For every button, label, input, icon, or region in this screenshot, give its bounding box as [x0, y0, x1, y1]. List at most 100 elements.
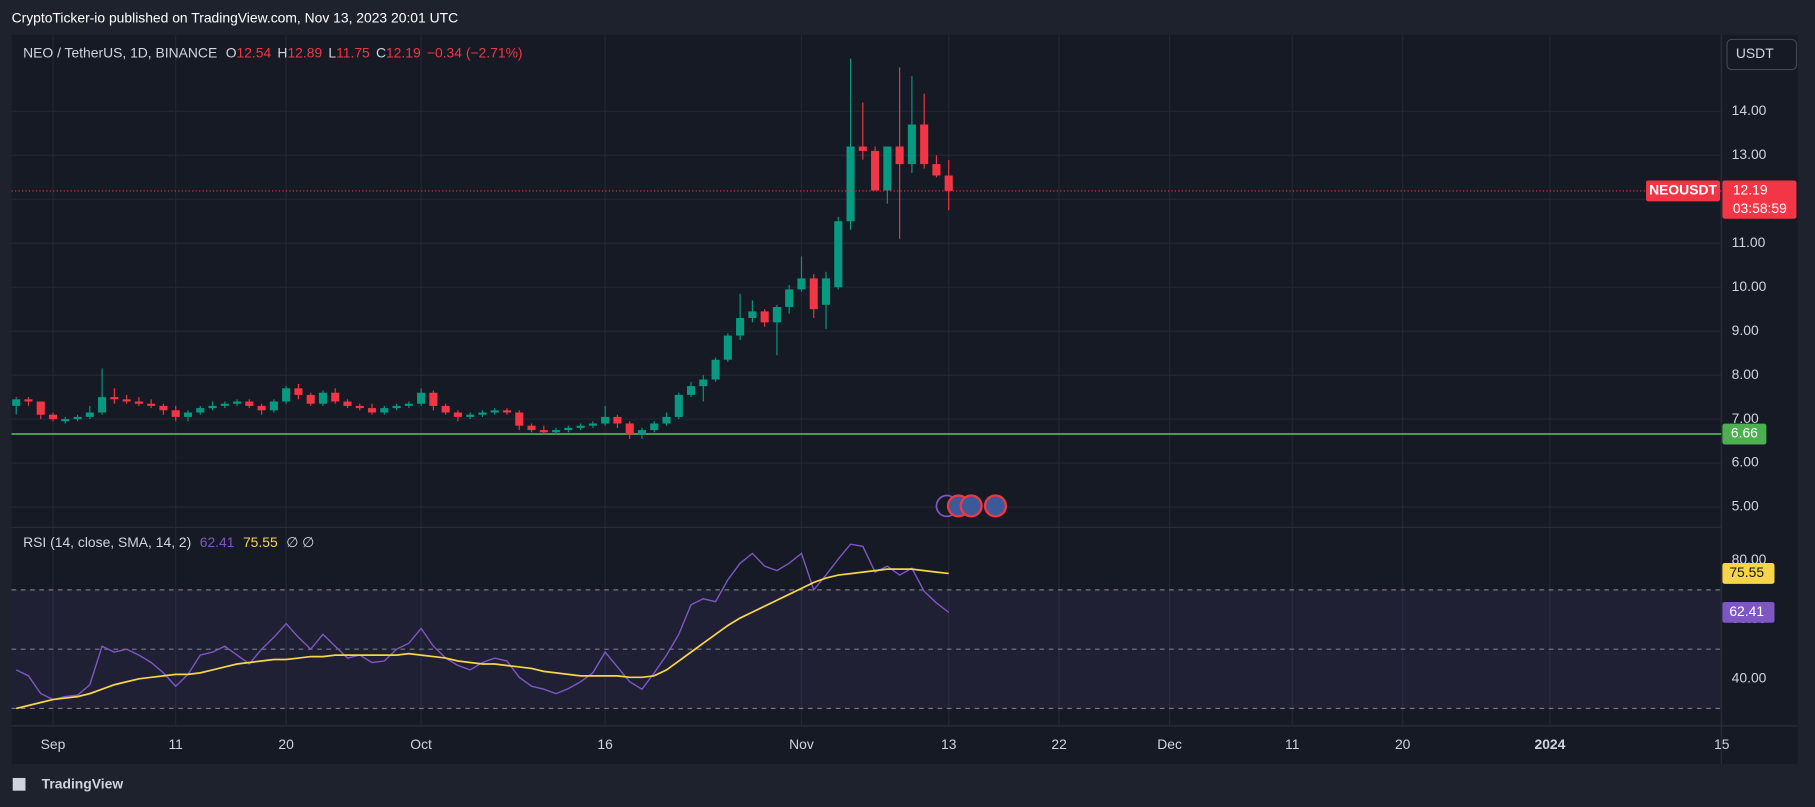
- candle-body: [736, 317, 745, 336]
- candle-body: [233, 401, 242, 404]
- candle-body: [625, 423, 634, 435]
- candle-body: [748, 311, 757, 318]
- candle-body: [159, 405, 168, 411]
- candle-body: [220, 403, 229, 406]
- candle-body: [932, 164, 941, 176]
- x-tick-label: Nov: [789, 736, 814, 752]
- ohlc-value: 11.75: [336, 44, 370, 60]
- candle-body: [294, 388, 303, 395]
- rsi-line: [16, 568, 949, 710]
- candle-body: [552, 430, 561, 433]
- candle-body: [944, 175, 953, 191]
- candle-body: [490, 410, 499, 413]
- y-tick-label: 10.00: [1732, 278, 1767, 294]
- ohlc-letter: H: [277, 44, 287, 60]
- candle-body: [785, 289, 794, 307]
- candle-body: [257, 405, 266, 411]
- rsi-line: [15, 543, 950, 701]
- grid: [11, 34, 1723, 726]
- event-icon[interactable]: [983, 494, 1008, 518]
- candle-body: [797, 278, 806, 290]
- candle-body: [846, 146, 855, 222]
- candle-body: [650, 423, 659, 431]
- y-tick-label: 80.00: [1732, 551, 1767, 567]
- candle-body: [539, 430, 548, 433]
- candle-body: [711, 359, 720, 380]
- ohlc-value: 12.89: [287, 44, 322, 60]
- x-tick-label: 11: [1285, 736, 1300, 752]
- y-tick-label: 40.00: [1732, 669, 1767, 685]
- candle-body: [502, 410, 512, 413]
- x-tick-label: 11: [169, 736, 184, 752]
- candle-body: [306, 394, 315, 404]
- currency-button[interactable]: [1726, 38, 1798, 71]
- rsi-legend: RSI (14, close, SMA, 14, 2) 62.41 75.55 …: [23, 534, 314, 550]
- candle-body: [760, 311, 769, 323]
- candle-body: [355, 405, 364, 409]
- x-tick-label: Oct: [410, 736, 432, 752]
- candle-body: [527, 425, 536, 431]
- publisher: CryptoTicker-io published on TradingView…: [12, 9, 459, 25]
- candle-body: [245, 401, 254, 406]
- candle-body: [723, 335, 732, 360]
- countdown: 03:58:59: [1733, 200, 1787, 216]
- rsi-value: 62.41: [200, 534, 235, 550]
- ohlc-value: 12.54: [236, 44, 271, 60]
- sma-value: 75.55: [243, 534, 278, 550]
- candle-body: [208, 405, 217, 409]
- candle-body: [441, 405, 450, 413]
- y-tick-label: 8.00: [1732, 366, 1759, 382]
- ohlc-value: 12.19: [386, 44, 421, 60]
- candle-body: [895, 146, 904, 165]
- candle-body: [601, 416, 610, 424]
- candle-body: [331, 392, 340, 402]
- candle-body: [269, 401, 278, 411]
- candle-body: [588, 423, 597, 426]
- candle-body: [147, 403, 156, 406]
- symbol-box: [1646, 180, 1721, 202]
- x-tick-label: 22: [1051, 736, 1067, 752]
- candle-body: [171, 410, 180, 417]
- marks: [11, 58, 1722, 710]
- candle-body: [429, 392, 438, 406]
- candle-body: [883, 146, 892, 191]
- candle-body: [380, 408, 389, 413]
- candle-body: [920, 124, 929, 165]
- candle-body: [699, 379, 708, 387]
- candle-body: [515, 412, 524, 426]
- event-icon[interactable]: [959, 494, 983, 518]
- rsi-last-label: 62.41: [1729, 603, 1764, 619]
- candle-body: [662, 416, 671, 424]
- candle-body: [343, 401, 352, 406]
- candle-body: [98, 397, 107, 413]
- legend: NEO / TetherUS, 1D, BINANCE O12.54 H12.8…: [23, 44, 522, 60]
- currency: USDT: [1736, 45, 1774, 61]
- candle-body: [196, 408, 205, 413]
- brand-name: TradingView: [42, 776, 124, 792]
- symbol-label: NEOUSDT: [1649, 182, 1717, 198]
- x-tick-label: 2024: [1534, 736, 1565, 752]
- candle-body: [466, 414, 475, 417]
- support-label-box: [1722, 423, 1767, 445]
- candle-body: [564, 427, 573, 431]
- candle-body: [134, 401, 143, 404]
- x-tick-label: 20: [1395, 736, 1411, 752]
- ohlc-letter: O: [226, 44, 237, 60]
- candle-body: [36, 401, 45, 415]
- candle-body: [417, 392, 426, 404]
- candle-body: [61, 419, 70, 422]
- event-icons: [935, 494, 1008, 518]
- brand-logo: [12, 777, 26, 791]
- candle-body: [404, 403, 413, 406]
- rsi-last-box: [1722, 563, 1775, 584]
- y-tick-label: 5.00: [1732, 498, 1759, 514]
- x-tick-label: 20: [278, 736, 294, 752]
- candle-body: [183, 412, 193, 417]
- candle-body: [834, 221, 843, 288]
- ohlc-letter: L: [328, 44, 336, 60]
- candle-body: [392, 405, 401, 409]
- last-price: 12.19: [1733, 182, 1768, 198]
- rsi-title: RSI (14, close, SMA, 14, 2): [23, 534, 191, 550]
- candle-body: [772, 306, 781, 323]
